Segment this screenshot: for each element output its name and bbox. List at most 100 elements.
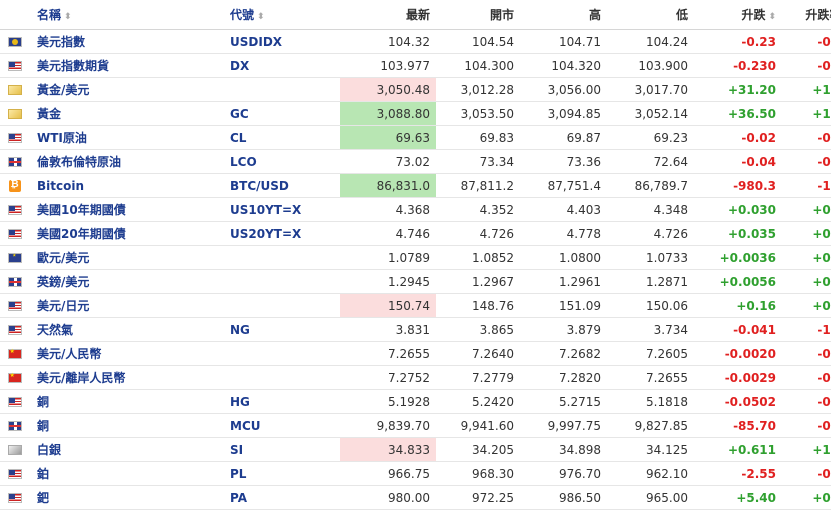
instrument-code-link[interactable]: HG bbox=[230, 389, 340, 414]
instrument-code-link[interactable]: LCO bbox=[230, 149, 340, 174]
instrument-name-link[interactable]: 美元/離岸人民幣 bbox=[29, 365, 230, 390]
instrument-name-link[interactable]: 倫敦布倫特原油 bbox=[29, 149, 230, 174]
flag-column-header bbox=[0, 0, 29, 30]
table-row[interactable]: BitcoinBTC/USD86,831.087,811.287,751.486… bbox=[0, 173, 831, 198]
low-price-cell: 103.900 bbox=[609, 53, 696, 78]
instrument-code-link[interactable] bbox=[230, 77, 340, 102]
change-pct-cell: -0.05% bbox=[784, 149, 831, 174]
instrument-name-link[interactable]: 天然氣 bbox=[29, 317, 230, 342]
low-header-label: 低 bbox=[675, 8, 688, 22]
instrument-code-link[interactable]: BTC/USD bbox=[230, 173, 340, 198]
flag-cell bbox=[0, 125, 29, 150]
instrument-code-link[interactable]: CL bbox=[230, 125, 340, 150]
instrument-code-link[interactable]: NG bbox=[230, 317, 340, 342]
high-price-cell: 986.50 bbox=[522, 485, 609, 510]
instrument-code-link[interactable]: SI bbox=[230, 437, 340, 462]
instrument-code-link[interactable]: PL bbox=[230, 461, 340, 486]
instrument-name-link[interactable]: 銅 bbox=[29, 413, 230, 438]
high-price-cell: 104.320 bbox=[522, 53, 609, 78]
change-column-header[interactable]: 升跌 ⬍ bbox=[696, 0, 784, 30]
instrument-code-link[interactable]: GC bbox=[230, 101, 340, 126]
change-pct-column-header[interactable]: 升跌率%⬍ bbox=[784, 0, 831, 30]
table-row[interactable]: 美元指數期貨 DX 103.977 104.300 104.320 103.900 -0.2… bbox=[0, 53, 831, 78]
instrument-code-link[interactable]: DX bbox=[230, 53, 340, 78]
instrument-code-link[interactable] bbox=[230, 245, 340, 270]
open-price-cell: 1.0852 bbox=[436, 245, 522, 270]
instrument-name-link[interactable]: 鉑 bbox=[29, 461, 230, 486]
table-row[interactable]: 美元指數 USDIDX 104.32 104.54 104.71 104.24 -0.23-… bbox=[0, 29, 831, 54]
instrument-name-link[interactable]: 美國20年期國債 bbox=[29, 221, 230, 246]
btc-flag-icon bbox=[8, 179, 21, 192]
instrument-name-link[interactable]: WTI原油 bbox=[29, 125, 230, 150]
instrument-code-link[interactable] bbox=[230, 341, 340, 366]
instrument-code-link[interactable] bbox=[230, 365, 340, 390]
low-column-header[interactable]: 低 bbox=[609, 0, 696, 30]
change-pct-cell: -0.03% bbox=[784, 341, 831, 366]
instrument-name-link[interactable]: 英鎊/美元 bbox=[29, 269, 230, 294]
low-price-cell: 72.64 bbox=[609, 149, 696, 174]
high-price-cell: 73.36 bbox=[522, 149, 609, 174]
instrument-code-link[interactable]: PA bbox=[230, 485, 340, 510]
table-row[interactable]: 歐元/美元 1.07891.08521.08001.0733+0.0036+0.3… bbox=[0, 245, 831, 270]
instrument-name-link[interactable]: Bitcoin bbox=[29, 173, 230, 198]
name-header-label: 名稱 bbox=[37, 8, 62, 22]
table-row[interactable]: 美元/人民幣 7.26557.26407.26827.2605-0.0020-0.… bbox=[0, 341, 831, 366]
instrument-name-link[interactable]: 美元指數期貨 bbox=[29, 53, 230, 78]
instrument-name-link[interactable]: 歐元/美元 bbox=[29, 245, 230, 270]
table-row[interactable]: 美元/離岸人民幣 7.27527.27797.28207.2655-0.0029-… bbox=[0, 365, 831, 390]
last-price-cell: 966.75 bbox=[340, 461, 436, 486]
sort-icon[interactable]: ⬍ bbox=[768, 12, 776, 22]
instrument-name-link[interactable]: 美元/人民幣 bbox=[29, 341, 230, 366]
high-price-cell: 34.898 bbox=[522, 437, 609, 462]
flag-cell bbox=[0, 221, 29, 246]
low-price-cell: 150.06 bbox=[609, 293, 696, 318]
instrument-name-link[interactable]: 黃金 bbox=[29, 101, 230, 126]
flag-cell bbox=[0, 365, 29, 390]
low-price-cell: 1.0733 bbox=[609, 245, 696, 270]
table-row[interactable]: 美國20年期國債 US20YT=X 4.746 4.726 4.778 4.726 +0.0… bbox=[0, 221, 831, 246]
code-column-header[interactable]: 代號 ⬍ bbox=[230, 0, 340, 30]
open-column-header[interactable]: 開市 bbox=[436, 0, 522, 30]
instrument-name-link[interactable]: 美元指數 bbox=[29, 29, 230, 54]
table-row[interactable]: 英鎊/美元 1.29451.29671.29611.2871+0.0056+0.4… bbox=[0, 269, 831, 294]
last-price-cell: 7.2752 bbox=[340, 365, 436, 390]
instrument-code-link[interactable] bbox=[230, 269, 340, 294]
instrument-name-link[interactable]: 美國10年期國債 bbox=[29, 197, 230, 222]
sort-icon[interactable]: ⬍ bbox=[64, 12, 72, 22]
last-column-header[interactable]: 最新 bbox=[340, 0, 436, 30]
sort-icon[interactable]: ⬍ bbox=[257, 12, 265, 22]
table-row[interactable]: 黃金 GC 3,088.80 3,053.50 3,094.85 3,052.14 +36.… bbox=[0, 101, 831, 126]
instrument-code-link[interactable]: USDIDX bbox=[230, 29, 340, 54]
table-row[interactable]: 黃金/美元 3,050.48 3,012.28 3,056.00 3,017.70 +31… bbox=[0, 77, 831, 102]
instrument-code-link[interactable] bbox=[230, 293, 340, 318]
instrument-name-link[interactable]: 銅 bbox=[29, 389, 230, 414]
change-cell: +5.40 bbox=[696, 485, 784, 510]
instrument-code-link[interactable]: US10YT=X bbox=[230, 197, 340, 222]
high-column-header[interactable]: 高 bbox=[522, 0, 609, 30]
instrument-name-link[interactable]: 鈀 bbox=[29, 485, 230, 510]
low-price-cell: 34.125 bbox=[609, 437, 696, 462]
instrument-code-link[interactable]: MCU bbox=[230, 413, 340, 438]
gold-flag-icon bbox=[7, 85, 22, 95]
table-row[interactable]: 銅 MCU 9,839.70 9,941.60 9,997.75 9,827.85 -85.… bbox=[0, 413, 831, 438]
flag-cell bbox=[0, 461, 29, 486]
instrument-code-link[interactable]: US20YT=X bbox=[230, 221, 340, 246]
table-row[interactable]: 美國10年期國債 US10YT=X 4.368 4.352 4.403 4.348 +0.0… bbox=[0, 197, 831, 222]
name-column-header[interactable]: 名稱 ⬍ bbox=[29, 0, 230, 30]
instrument-name-link[interactable]: 美元/日元 bbox=[29, 293, 230, 318]
low-price-cell: 7.2605 bbox=[609, 341, 696, 366]
last-price-cell: 3,050.48 bbox=[340, 77, 436, 102]
change-cell: -0.041 bbox=[696, 317, 784, 342]
last-price-cell: 104.32 bbox=[340, 29, 436, 54]
instrument-name-link[interactable]: 白銀 bbox=[29, 437, 230, 462]
table-row[interactable]: 倫敦布倫特原油LCO73.0273.3473.3672.64-0.04-0.05… bbox=[0, 149, 831, 174]
instrument-name-link[interactable]: 黃金/美元 bbox=[29, 77, 230, 102]
us-flag-icon bbox=[7, 229, 22, 239]
